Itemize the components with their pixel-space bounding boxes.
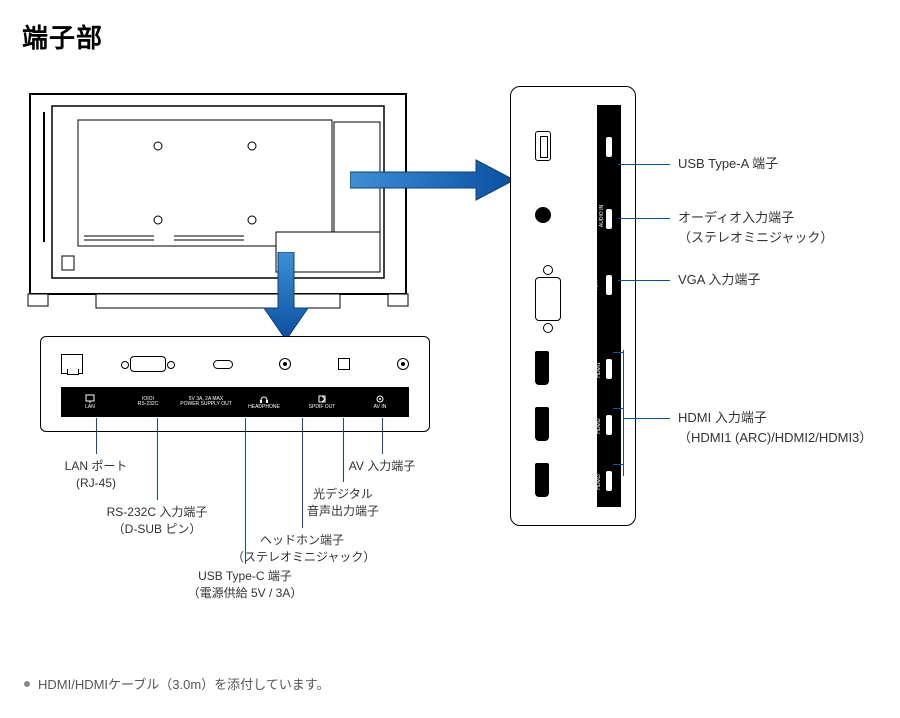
leader-rs232: [157, 418, 158, 500]
port-usb-c: [213, 360, 233, 369]
bullet-icon: [24, 681, 30, 687]
port-spdif: [338, 358, 350, 370]
bcell-rs232: IOIOI RS-232C: [119, 387, 177, 417]
side-ports: [525, 105, 585, 507]
arrow-to-bottom-panel: [256, 252, 316, 344]
side-bar-label: AUDIO IN: [599, 205, 605, 227]
blabel-spdif: SPDIF OUT: [309, 405, 336, 411]
port-av-in: [397, 358, 409, 370]
leader-lan: [96, 418, 97, 454]
right-leader-2: [618, 280, 670, 281]
hdmi-bracket: [623, 350, 624, 476]
port-headphone: [279, 358, 291, 370]
side-bar-label: HDMI2: [596, 418, 602, 434]
callout-usbc: USB Type-C 端子（電源供給 5V / 3A）: [175, 568, 315, 602]
right-callout-0: USB Type-A 端子: [678, 154, 778, 174]
bcell-avin: AV IN: [351, 387, 409, 417]
callout-rs232: RS-232C 入力端子（D-SUB ピン）: [87, 504, 227, 538]
side-slot: [606, 359, 612, 379]
callout-hp: ヘッドホン端子（ステレオミニジャック）: [232, 532, 372, 566]
footer-text: HDMI/HDMIケーブル（3.0m）を添付しています。: [38, 674, 329, 693]
callout-lan: LAN ポート(RJ-45): [26, 458, 166, 492]
hdmi-tick: [613, 352, 623, 353]
right-leader-0: [618, 164, 670, 165]
right-callout-3: HDMI 入力端子（HDMI1 (ARC)/HDMI2/HDMI3）: [678, 408, 872, 447]
side-bar-label: USB: [593, 143, 599, 153]
side-slot: [606, 275, 612, 295]
leader-avin: [382, 418, 383, 454]
blabel-usbc: POWER SUPPLY OUT: [180, 402, 232, 408]
bcell-usbc: 5V 3A, 2A MAX POWER SUPPLY OUT: [177, 387, 235, 417]
port-audio-in: [535, 207, 551, 223]
blabel-hp: HEADPHONE: [248, 405, 280, 411]
bcell-hp: HEADPHONE: [235, 387, 293, 417]
bottom-port-panel: LAN IOIOI RS-232C 5V 3A, 2A MAX POWER SU…: [40, 336, 430, 432]
port-rj45: [61, 354, 83, 374]
hdmi-tick: [613, 408, 623, 409]
side-slot: [606, 209, 612, 229]
side-bar-label: HDMI3: [596, 474, 602, 490]
port-hdmi2: [535, 407, 549, 441]
headphone-icon: [259, 394, 269, 404]
avin-icon: [375, 394, 385, 404]
right-leader-3: [623, 418, 670, 419]
side-slot: [606, 471, 612, 491]
side-label-bar: USBAUDIO INVGAHDMI1HDMI2HDMI3: [597, 105, 621, 507]
footer-note: HDMI/HDMIケーブル（3.0m）を添付しています。: [24, 674, 329, 693]
port-hdmi1: [535, 351, 549, 385]
bcell-lan: LAN: [61, 387, 119, 417]
callout-avin: AV 入力端子: [312, 458, 452, 475]
right-callout-2: VGA 入力端子: [678, 270, 760, 290]
side-bar-label: HDMI1: [596, 362, 602, 378]
port-hdmi3: [535, 463, 549, 497]
right-callout-1: オーディオ入力端子（ステレオミニジャック）: [678, 208, 833, 247]
port-usb-a: [535, 131, 551, 161]
right-leader-1: [618, 218, 670, 219]
callout-spdif: 光デジタル音声出力端子: [273, 486, 413, 520]
port-dsub: [130, 356, 166, 372]
side-slot: [606, 137, 612, 157]
side-bar-label: VGA: [593, 281, 599, 292]
side-port-panel: USB AUDIO IN VGA HDMI1 HDMI2 HDMI3: [510, 86, 636, 526]
blabel-avin: AV IN: [374, 405, 387, 411]
section-title: 端子部: [22, 18, 103, 55]
side-slot: [606, 415, 612, 435]
port-vga: [535, 263, 561, 335]
lan-icon: [85, 394, 95, 404]
spdif-icon: [317, 394, 327, 404]
bottom-ports-row: [61, 349, 409, 379]
blabel-lan: LAN: [85, 405, 95, 411]
blabel-rs232: RS-232C: [138, 402, 159, 408]
arrow-to-side-panel: [350, 150, 520, 210]
bcell-spdif: SPDIF OUT: [293, 387, 351, 417]
hdmi-tick: [613, 464, 623, 465]
bottom-label-bar: LAN IOIOI RS-232C 5V 3A, 2A MAX POWER SU…: [61, 387, 409, 417]
